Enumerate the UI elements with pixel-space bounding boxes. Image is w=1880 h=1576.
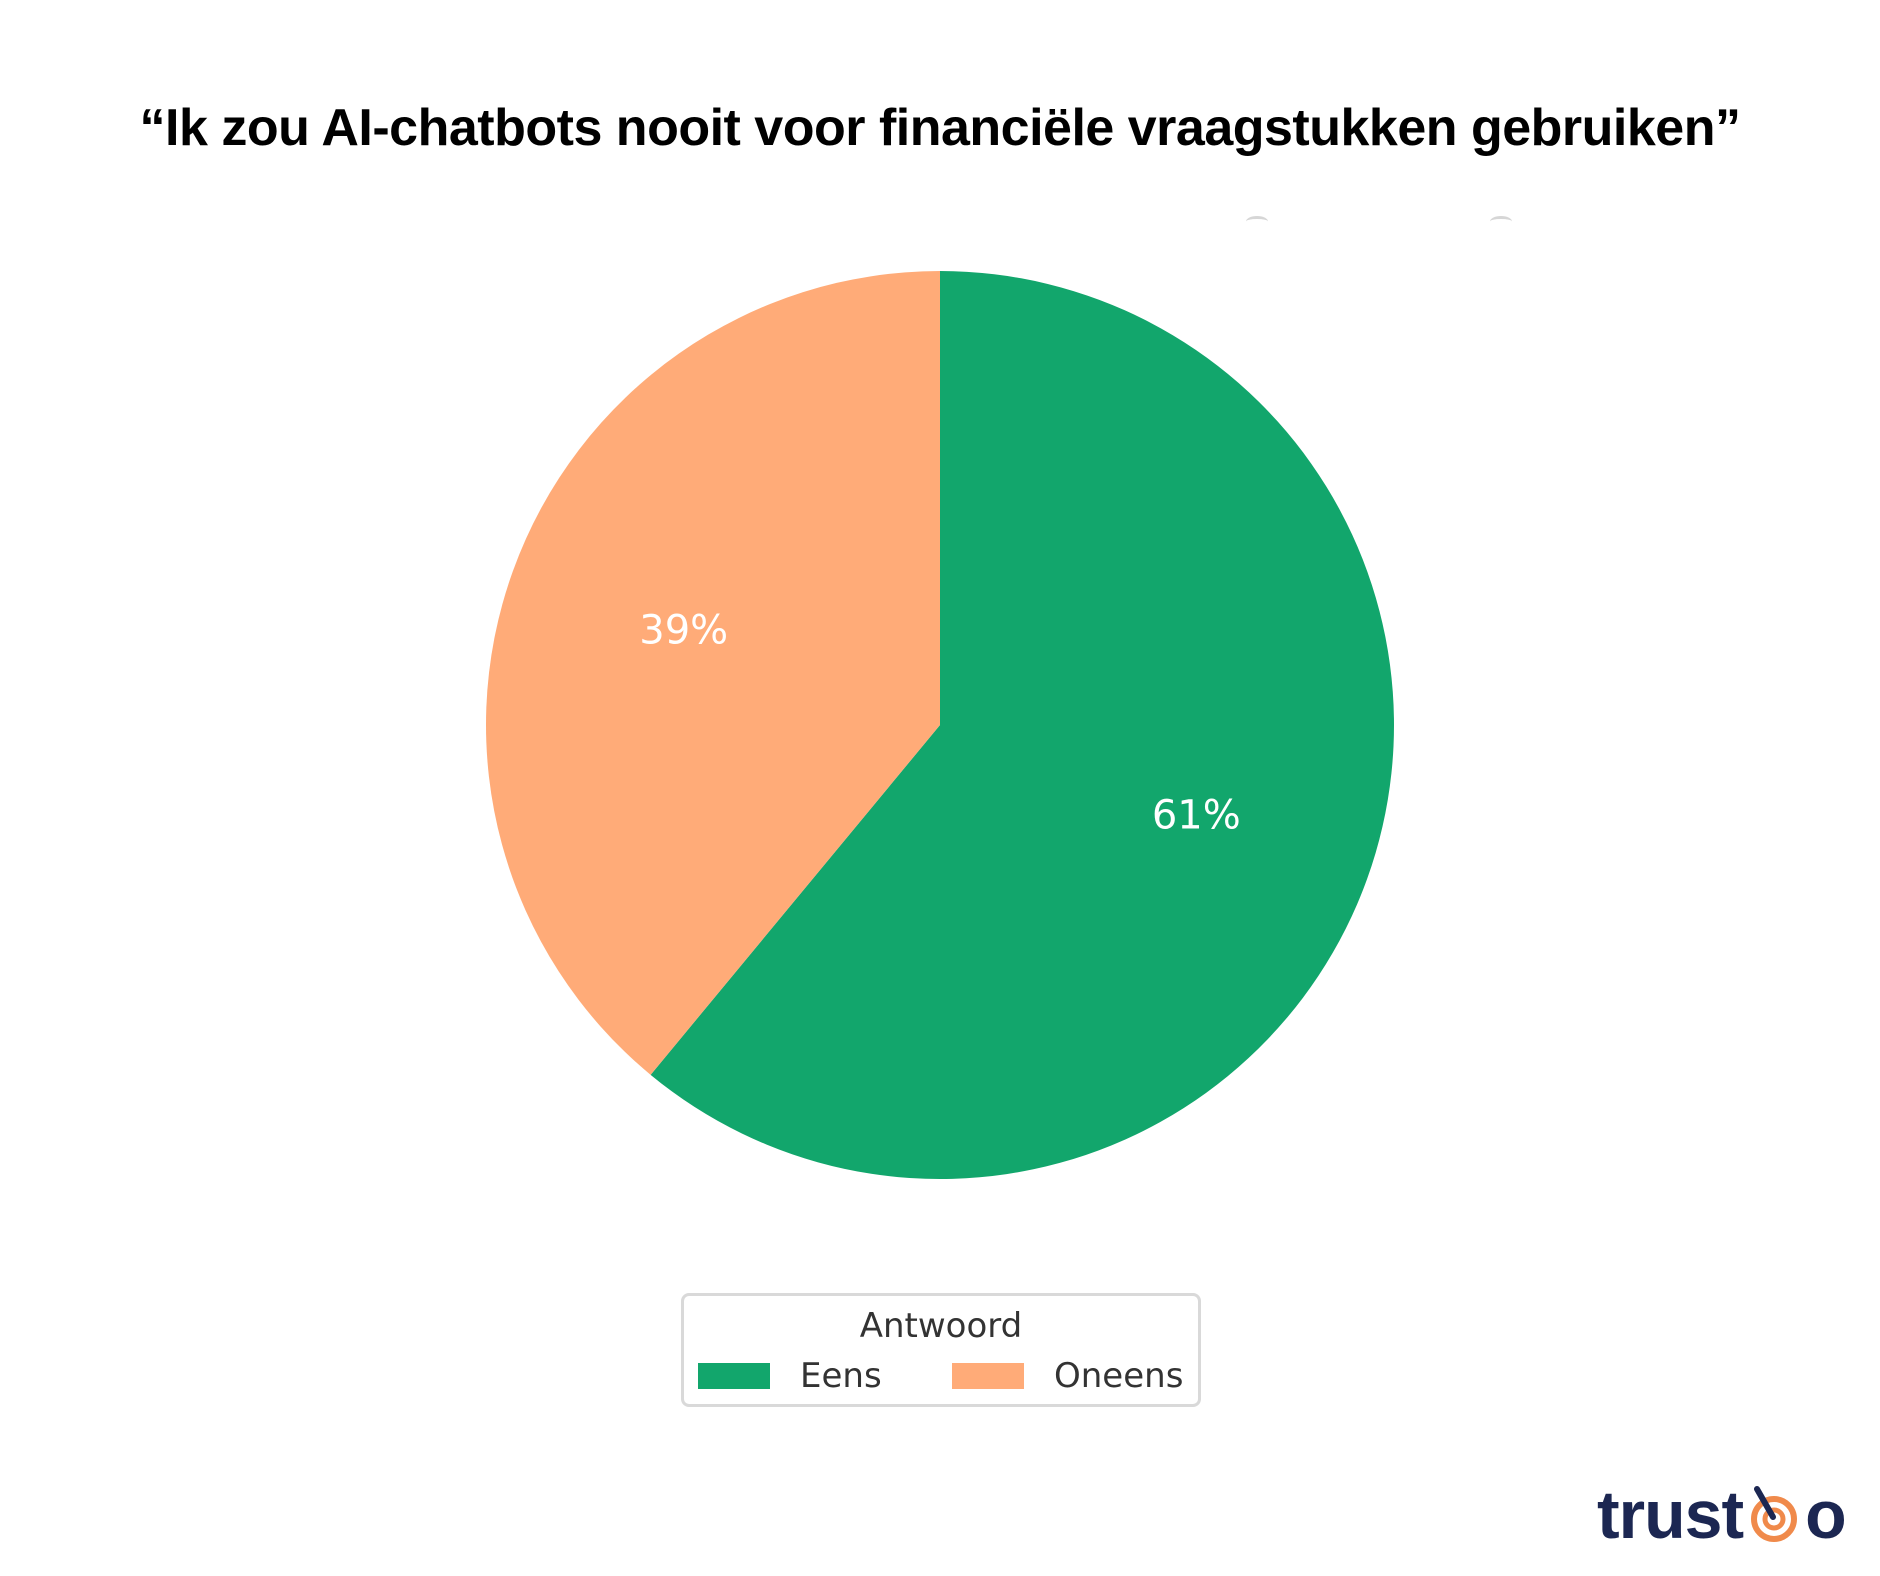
legend-label-eens: Eens [800, 1356, 882, 1396]
slice-label-eens: 61% [1152, 792, 1241, 838]
legend: Antwoord Eens Oneens [681, 1293, 1201, 1407]
top-artifact-right [1490, 216, 1512, 227]
legend-label-oneens: Oneens [1054, 1356, 1184, 1396]
pie-slice-eens [650, 271, 1394, 1179]
chart-title: “Ik zou AI-chatbots nooit voor financiël… [139, 99, 1741, 157]
logo-text-start: trust [1597, 1477, 1744, 1553]
legend-swatch-oneens [952, 1363, 1024, 1389]
legend-item-oneens: Oneens [952, 1354, 1183, 1398]
top-artifact-left [1246, 216, 1268, 227]
legend-swatch-eens [698, 1363, 770, 1389]
slice-label-oneens: 39% [639, 608, 728, 654]
trustoo-logo: trust o [1597, 1475, 1847, 1555]
pie-slice-oneens [485, 271, 940, 1075]
target-icon [1751, 1486, 1798, 1542]
legend-title: Antwoord [859, 1306, 1023, 1346]
legend-item-eens: Eens [698, 1354, 882, 1398]
logo-text-end: o [1805, 1477, 1847, 1553]
